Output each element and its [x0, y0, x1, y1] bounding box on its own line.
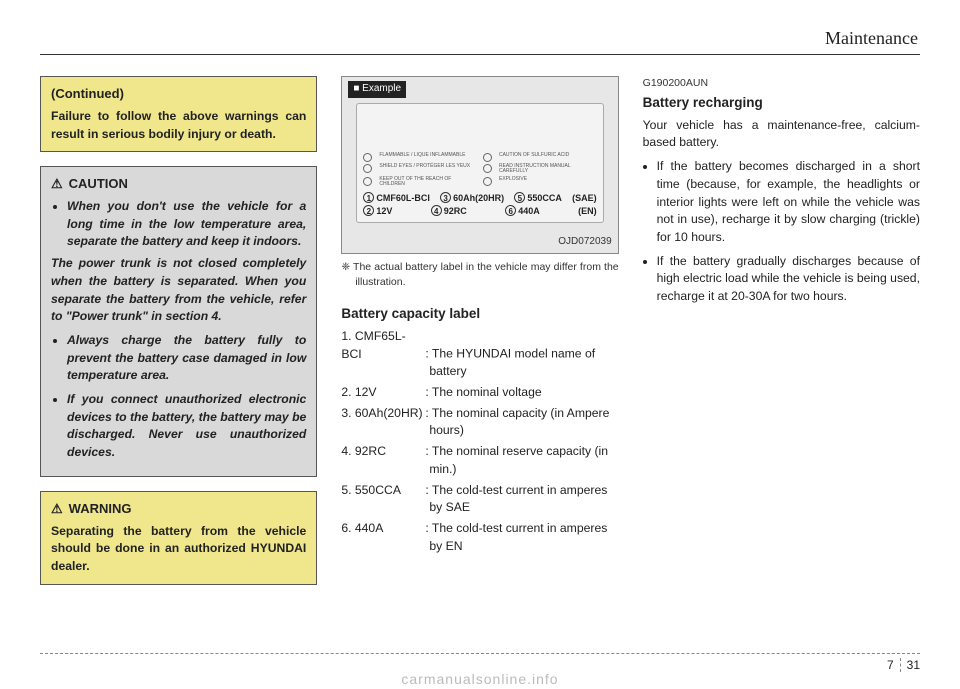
page-number: 7 31: [887, 658, 920, 672]
capacity-item: 3. 60Ah(20HR): The nominal capacity (in …: [341, 405, 618, 440]
chapter-number: 7: [887, 658, 894, 672]
capacity-desc: : The nominal voltage: [425, 385, 541, 399]
recharging-intro: Your vehicle has a maintenance-free, cal…: [643, 117, 920, 152]
warning-text: Separating the battery from the vehicle …: [51, 523, 306, 576]
circle-num-icon: 2: [363, 205, 374, 216]
circle-num-icon: 6: [505, 205, 516, 216]
battery-label-figure: ■ Example FLAMMABLE / LIQUE INFLAMMABLE …: [341, 76, 618, 254]
label-std: (SAE): [572, 192, 597, 205]
capacity-tag: 1. CMF65L-BCI: [341, 328, 425, 363]
capacity-desc: : The HYUNDAI model name of battery: [425, 347, 595, 379]
continued-title: (Continued): [51, 85, 306, 104]
capacity-item: 2. 12V: The nominal voltage: [341, 384, 618, 402]
hazard-icon: [363, 164, 372, 173]
fine-print: READ INSTRUCTION MANUAL CAREFULLY: [499, 164, 597, 175]
fine-print: SHIELD EYES / PROTÉGER LES YEUX: [379, 164, 477, 175]
capacity-item: 5. 550CCA: The cold-test current in ampe…: [341, 482, 618, 517]
caution-item-text: When you don't use the vehicle for a lon…: [67, 199, 306, 248]
continued-box: (Continued) Failure to follow the above …: [40, 76, 317, 152]
column-middle: ■ Example FLAMMABLE / LIQUE INFLAMMABLE …: [341, 76, 618, 599]
caution-list: When you don't use the vehicle for a lon…: [51, 198, 306, 462]
capacity-tag: 2. 12V: [341, 384, 425, 402]
capacity-item: 1. CMF65L-BCI: The HYUNDAI model name of…: [341, 328, 618, 381]
caution-title: CAUTION: [51, 175, 306, 194]
caution-box: CAUTION When you don't use the vehicle f…: [40, 166, 317, 476]
circle-num-icon: 5: [514, 192, 525, 203]
recharging-item: If the battery becomes discharged in a s…: [657, 158, 920, 246]
capacity-desc: : The cold-test current in amperes by SA…: [425, 483, 607, 515]
column-left: (Continued) Failure to follow the above …: [40, 76, 317, 599]
hazard-icon: [363, 153, 372, 162]
capacity-tag: 3. 60Ah(20HR): [341, 405, 425, 423]
battery-label-warnings: FLAMMABLE / LIQUE INFLAMMABLE CAUTION OF…: [363, 153, 596, 188]
page: Maintenance (Continued) Failure to follo…: [0, 0, 960, 689]
caution-subtext: The power trunk is not closed completely…: [51, 255, 306, 326]
figure-code: OJD072039: [558, 235, 611, 250]
recharging-list: If the battery becomes discharged in a s…: [643, 158, 920, 306]
caution-item: If you connect unauthorized electronic d…: [67, 391, 306, 462]
recharging-item: If the battery gradually discharges beca…: [657, 253, 920, 306]
capacity-desc: : The cold-test current in amperes by EN: [425, 521, 607, 553]
circle-num-icon: 3: [440, 192, 451, 203]
capacity-item: 6. 440A: The cold-test current in ampere…: [341, 520, 618, 555]
warning-title: WARNING: [51, 500, 306, 519]
capacity-tag: 5. 550CCA: [341, 482, 425, 500]
caution-item: When you don't use the vehicle for a lon…: [67, 198, 306, 326]
capacity-tag: 4. 92RC: [341, 443, 425, 461]
capacity-desc: : The nominal capacity (in Ampere hours): [425, 406, 609, 438]
label-value: 492RC: [431, 205, 467, 218]
hazard-icon: [363, 177, 372, 186]
battery-label-row-2: 212V 492RC 6440A (EN): [363, 205, 596, 218]
page-number-value: 31: [907, 658, 920, 672]
fine-print: CAUTION OF SULFURIC ACID: [499, 153, 597, 162]
header-rule: [40, 54, 920, 55]
fine-print: EXPLOSIVE: [499, 177, 597, 188]
label-value: 1CMF60L-BCI: [363, 192, 430, 205]
header-section-title: Maintenance: [825, 28, 918, 49]
hazard-icon: [483, 164, 492, 173]
circle-num-icon: 1: [363, 192, 374, 203]
warning-box: WARNING Separating the battery from the …: [40, 491, 317, 585]
figure-example-tag: ■ Example: [348, 81, 406, 98]
page-footer: 7 31: [40, 653, 920, 673]
hazard-icon: [483, 177, 492, 186]
page-divider-icon: [900, 658, 901, 672]
fine-print: KEEP OUT OF THE REACH OF CHILDREN: [379, 177, 477, 188]
battery-label-row-1: 1CMF60L-BCI 360Ah(20HR) 5550CCA (SAE): [363, 192, 596, 205]
capacity-desc: : The nominal reserve capacity (in min.): [425, 444, 608, 476]
hazard-icon: [483, 153, 492, 162]
label-value: 360Ah(20HR): [440, 192, 504, 205]
capacity-tag: 6. 440A: [341, 520, 425, 538]
fine-print: FLAMMABLE / LIQUE INFLAMMABLE: [379, 153, 477, 162]
recharging-heading: Battery recharging: [643, 93, 920, 113]
watermark: carmanualsonline.info: [0, 671, 960, 687]
label-value: 6440A: [505, 205, 540, 218]
capacity-heading: Battery capacity label: [341, 304, 618, 324]
column-right: G190200AUN Battery recharging Your vehic…: [643, 76, 920, 599]
battery-label-graphic: FLAMMABLE / LIQUE INFLAMMABLE CAUTION OF…: [356, 103, 603, 223]
label-value: 5550CCA: [514, 192, 562, 205]
label-value: 212V: [363, 205, 392, 218]
caution-item: Always charge the battery fully to preve…: [67, 332, 306, 385]
capacity-list: 1. CMF65L-BCI: The HYUNDAI model name of…: [341, 328, 618, 555]
figure-footnote: ❈ The actual battery label in the vehicl…: [341, 260, 618, 290]
content-columns: (Continued) Failure to follow the above …: [40, 76, 920, 599]
section-code: G190200AUN: [643, 76, 920, 91]
continued-text: Failure to follow the above warnings can…: [51, 108, 306, 143]
capacity-item: 4. 92RC: The nominal reserve capacity (i…: [341, 443, 618, 478]
circle-num-icon: 4: [431, 205, 442, 216]
label-std: (EN): [578, 205, 597, 218]
